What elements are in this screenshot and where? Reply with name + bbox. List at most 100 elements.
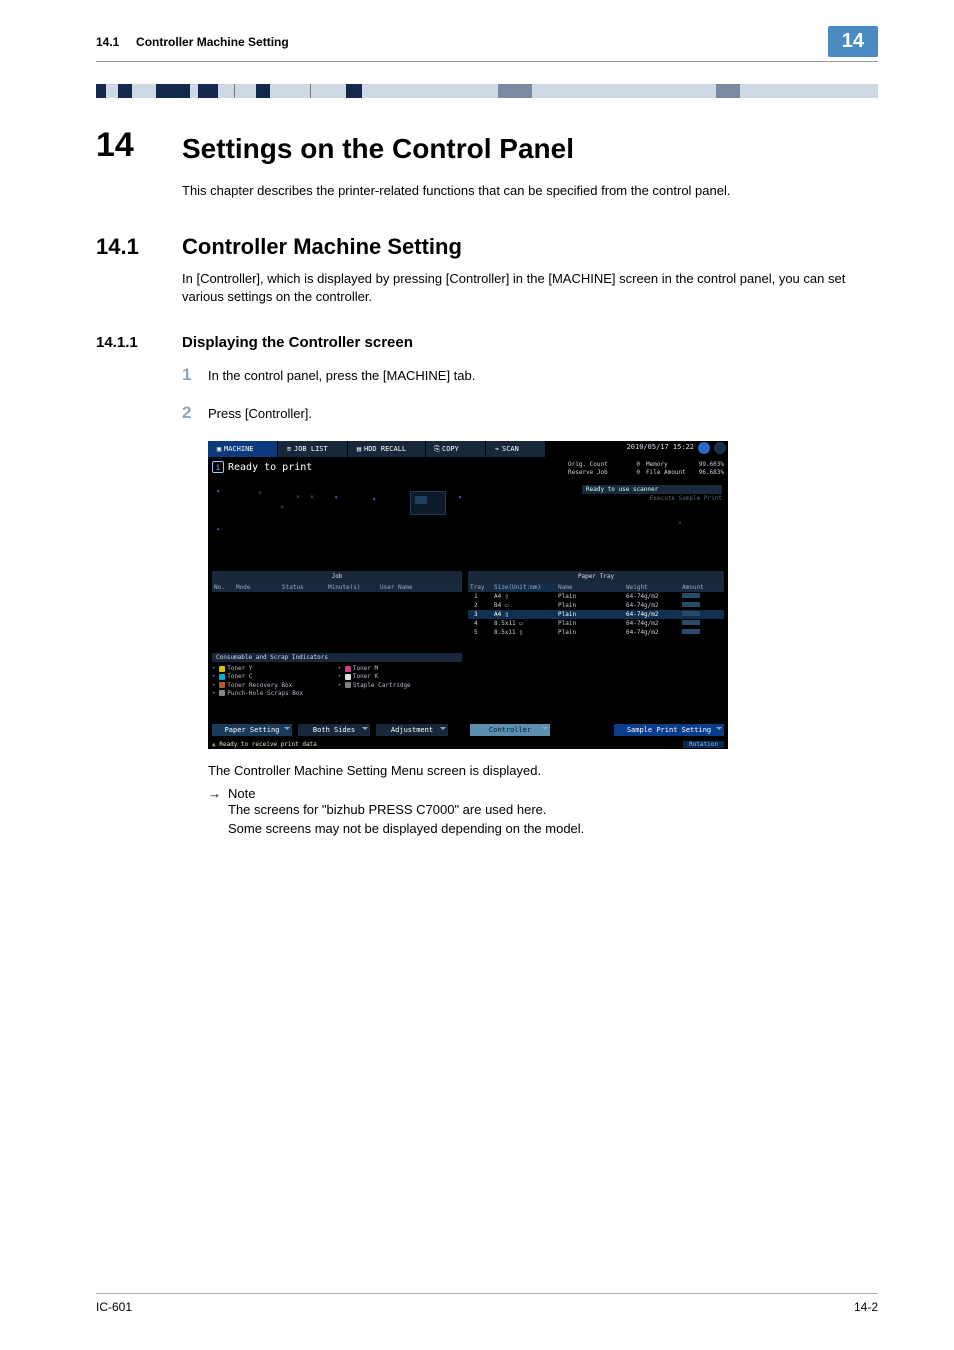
tray-row[interactable]: 2B4 ▭Plain64-74g/m2	[468, 601, 724, 610]
consumable-label: Toner Y	[227, 665, 252, 672]
tray-num: 4	[468, 620, 494, 627]
consumable-item: • Toner Y	[212, 665, 334, 673]
bottom-bar: Paper Setting Both Sides Adjustment Cont…	[208, 723, 728, 749]
printer-diagram: ✦ × × × × ✦ ✦ ✦ ✦	[214, 485, 464, 553]
tray-row[interactable]: 58.5x11 ▯Plain64-74g/m2	[468, 628, 724, 637]
subsection-number: 14.1.1	[96, 334, 182, 351]
after-screenshot-text: The Controller Machine Setting Menu scre…	[208, 763, 858, 778]
both-sides-button[interactable]: Both Sides	[298, 724, 370, 736]
info-icon: i	[212, 461, 224, 473]
toner-color-icon	[219, 682, 225, 688]
paper-tray-section: Paper Tray Tray Size(Unit:mm) Name Weigh…	[468, 571, 724, 637]
note-line-2: Some screens may not be displayed depend…	[228, 820, 858, 839]
tab-scan[interactable]: ⌁ SCAN	[486, 441, 546, 457]
adjustment-button[interactable]: Adjustment	[376, 724, 448, 736]
tab-label: SCAN	[502, 445, 519, 453]
chapter-title: Settings on the Control Panel	[182, 133, 574, 165]
tab-job-list[interactable]: ≡ JOB LIST	[278, 441, 348, 457]
col-mode: Mode	[236, 584, 282, 591]
tray-size: B4 ▭	[494, 602, 554, 609]
tray-num: 5	[468, 629, 494, 636]
machine-screen: ▣ MACHINE ≡ JOB LIST ▤ HDD RECALL ⎘ COPY…	[208, 441, 728, 749]
consumable-left: • Toner Y• Toner C• Toner Recovery Box• …	[212, 665, 334, 697]
toner-color-icon	[219, 690, 225, 696]
step-2: 2 Press [Controller].	[182, 403, 858, 423]
scan-icon: ⌁	[492, 445, 502, 453]
scanner-area: Ready to use scanner Execute Sample Prin…	[582, 485, 722, 502]
step-list: 1 In the control panel, press the [MACHI…	[182, 365, 858, 423]
col-no: No.	[212, 584, 236, 591]
sample-print-setting-button[interactable]: Sample Print Setting	[614, 724, 724, 736]
tab-label: MACHINE	[224, 445, 254, 453]
consumable-header: Consumable and Scrap Indicators	[212, 653, 462, 662]
tray-weight: 64-74g/m2	[626, 593, 682, 600]
btn-label: Controller	[489, 726, 531, 734]
tab-label: COPY	[442, 445, 459, 453]
consumable-item: • Toner Recovery Box	[212, 682, 334, 690]
chapter-intro: This chapter describes the printer-relat…	[182, 183, 858, 198]
status-circle-2[interactable]	[714, 442, 726, 454]
tray-weight: 64-74g/m2	[626, 620, 682, 627]
decorative-strip	[96, 84, 878, 98]
consumable-label: Toner Recovery Box	[227, 682, 292, 689]
col-tray: Tray	[468, 584, 494, 591]
tray-name: Plain	[554, 602, 626, 609]
counter-stats: Orig. Count 0 Memory 99.603% Reserve Job…	[568, 461, 724, 476]
list-icon: ≡	[284, 445, 294, 453]
consumable-body: • Toner Y• Toner C• Toner Recovery Box • …	[212, 665, 462, 697]
consumable-item: • Toner C	[212, 673, 334, 681]
consumable-label: Toner K	[353, 673, 378, 680]
copy-icon: ⎘	[432, 445, 442, 454]
chapter-number: 14	[96, 126, 182, 165]
ready-text: Ready to print	[228, 462, 312, 473]
status-line: ▲ Ready to receive print data	[212, 741, 317, 748]
consumable-right: • Toner M• Toner K• Staple Cartridge	[338, 665, 458, 689]
col-size: Size(Unit:mm)	[494, 584, 554, 591]
execute-sample-print-label: Execute Sample Print	[582, 495, 722, 502]
status-circle-1[interactable]	[698, 442, 710, 454]
step-number: 2	[182, 403, 208, 423]
tab-hdd-recall[interactable]: ▤ HDD RECALL	[348, 441, 426, 457]
note-label: Note	[228, 786, 255, 801]
header-rule	[96, 61, 878, 62]
col-weight: Weight	[626, 584, 682, 591]
footer-left: IC-601	[96, 1300, 132, 1314]
control-panel-screenshot: ▣ MACHINE ≡ JOB LIST ▤ HDD RECALL ⎘ COPY…	[208, 441, 858, 749]
tray-name: Plain	[554, 593, 626, 600]
footer-right: 14-2	[854, 1300, 878, 1314]
tray-row[interactable]: 3A4 ▯Plain64-74g/m2	[468, 610, 724, 619]
step-text: Press [Controller].	[208, 403, 312, 423]
toner-color-icon	[345, 666, 351, 672]
tab-machine[interactable]: ▣ MACHINE	[208, 441, 278, 457]
hdd-icon: ▤	[354, 445, 364, 453]
col-username: User Name	[380, 584, 440, 591]
step-1: 1 In the control panel, press the [MACHI…	[182, 365, 858, 385]
header-section-title: Controller Machine Setting	[136, 35, 289, 49]
toner-color-icon	[219, 674, 225, 680]
consumable-item: • Toner K	[338, 673, 458, 681]
rotation-indicator: Rotation	[683, 741, 724, 748]
orig-count-label: Orig. Count	[568, 461, 628, 469]
paper-setting-button[interactable]: Paper Setting	[212, 724, 292, 736]
note-body: The screens for "bizhub PRESS C7000" are…	[228, 801, 858, 839]
header-left: 14.1 Controller Machine Setting	[96, 35, 289, 49]
col-status: Status	[282, 584, 328, 591]
tray-row[interactable]: 1A4 ▯Plain64-74g/m2	[468, 592, 724, 601]
paper-tray-header: Paper Tray	[468, 571, 724, 582]
memory-value: 99.603%	[686, 461, 724, 469]
section-title: Controller Machine Setting	[182, 234, 462, 260]
tray-amount	[682, 602, 716, 609]
controller-button[interactable]: Controller	[470, 724, 550, 736]
header-section-num: 14.1	[96, 35, 119, 49]
tray-size: 8.5x11 ▭	[494, 620, 554, 627]
subsection-heading: 14.1.1 Displaying the Controller screen	[96, 334, 858, 351]
tab-copy[interactable]: ⎘ COPY	[426, 441, 486, 457]
tray-row[interactable]: 48.5x11 ▭Plain64-74g/m2	[468, 619, 724, 628]
tray-name: Plain	[554, 611, 626, 618]
file-amount-label: File Amount	[640, 469, 686, 477]
arrow-icon: →	[208, 786, 228, 801]
datetime: 2010/05/17 15:22	[627, 443, 694, 451]
file-amount-value: 96.683%	[686, 469, 724, 477]
consumable-label: Toner M	[353, 665, 378, 672]
note-line-1: The screens for "bizhub PRESS C7000" are…	[228, 801, 858, 820]
